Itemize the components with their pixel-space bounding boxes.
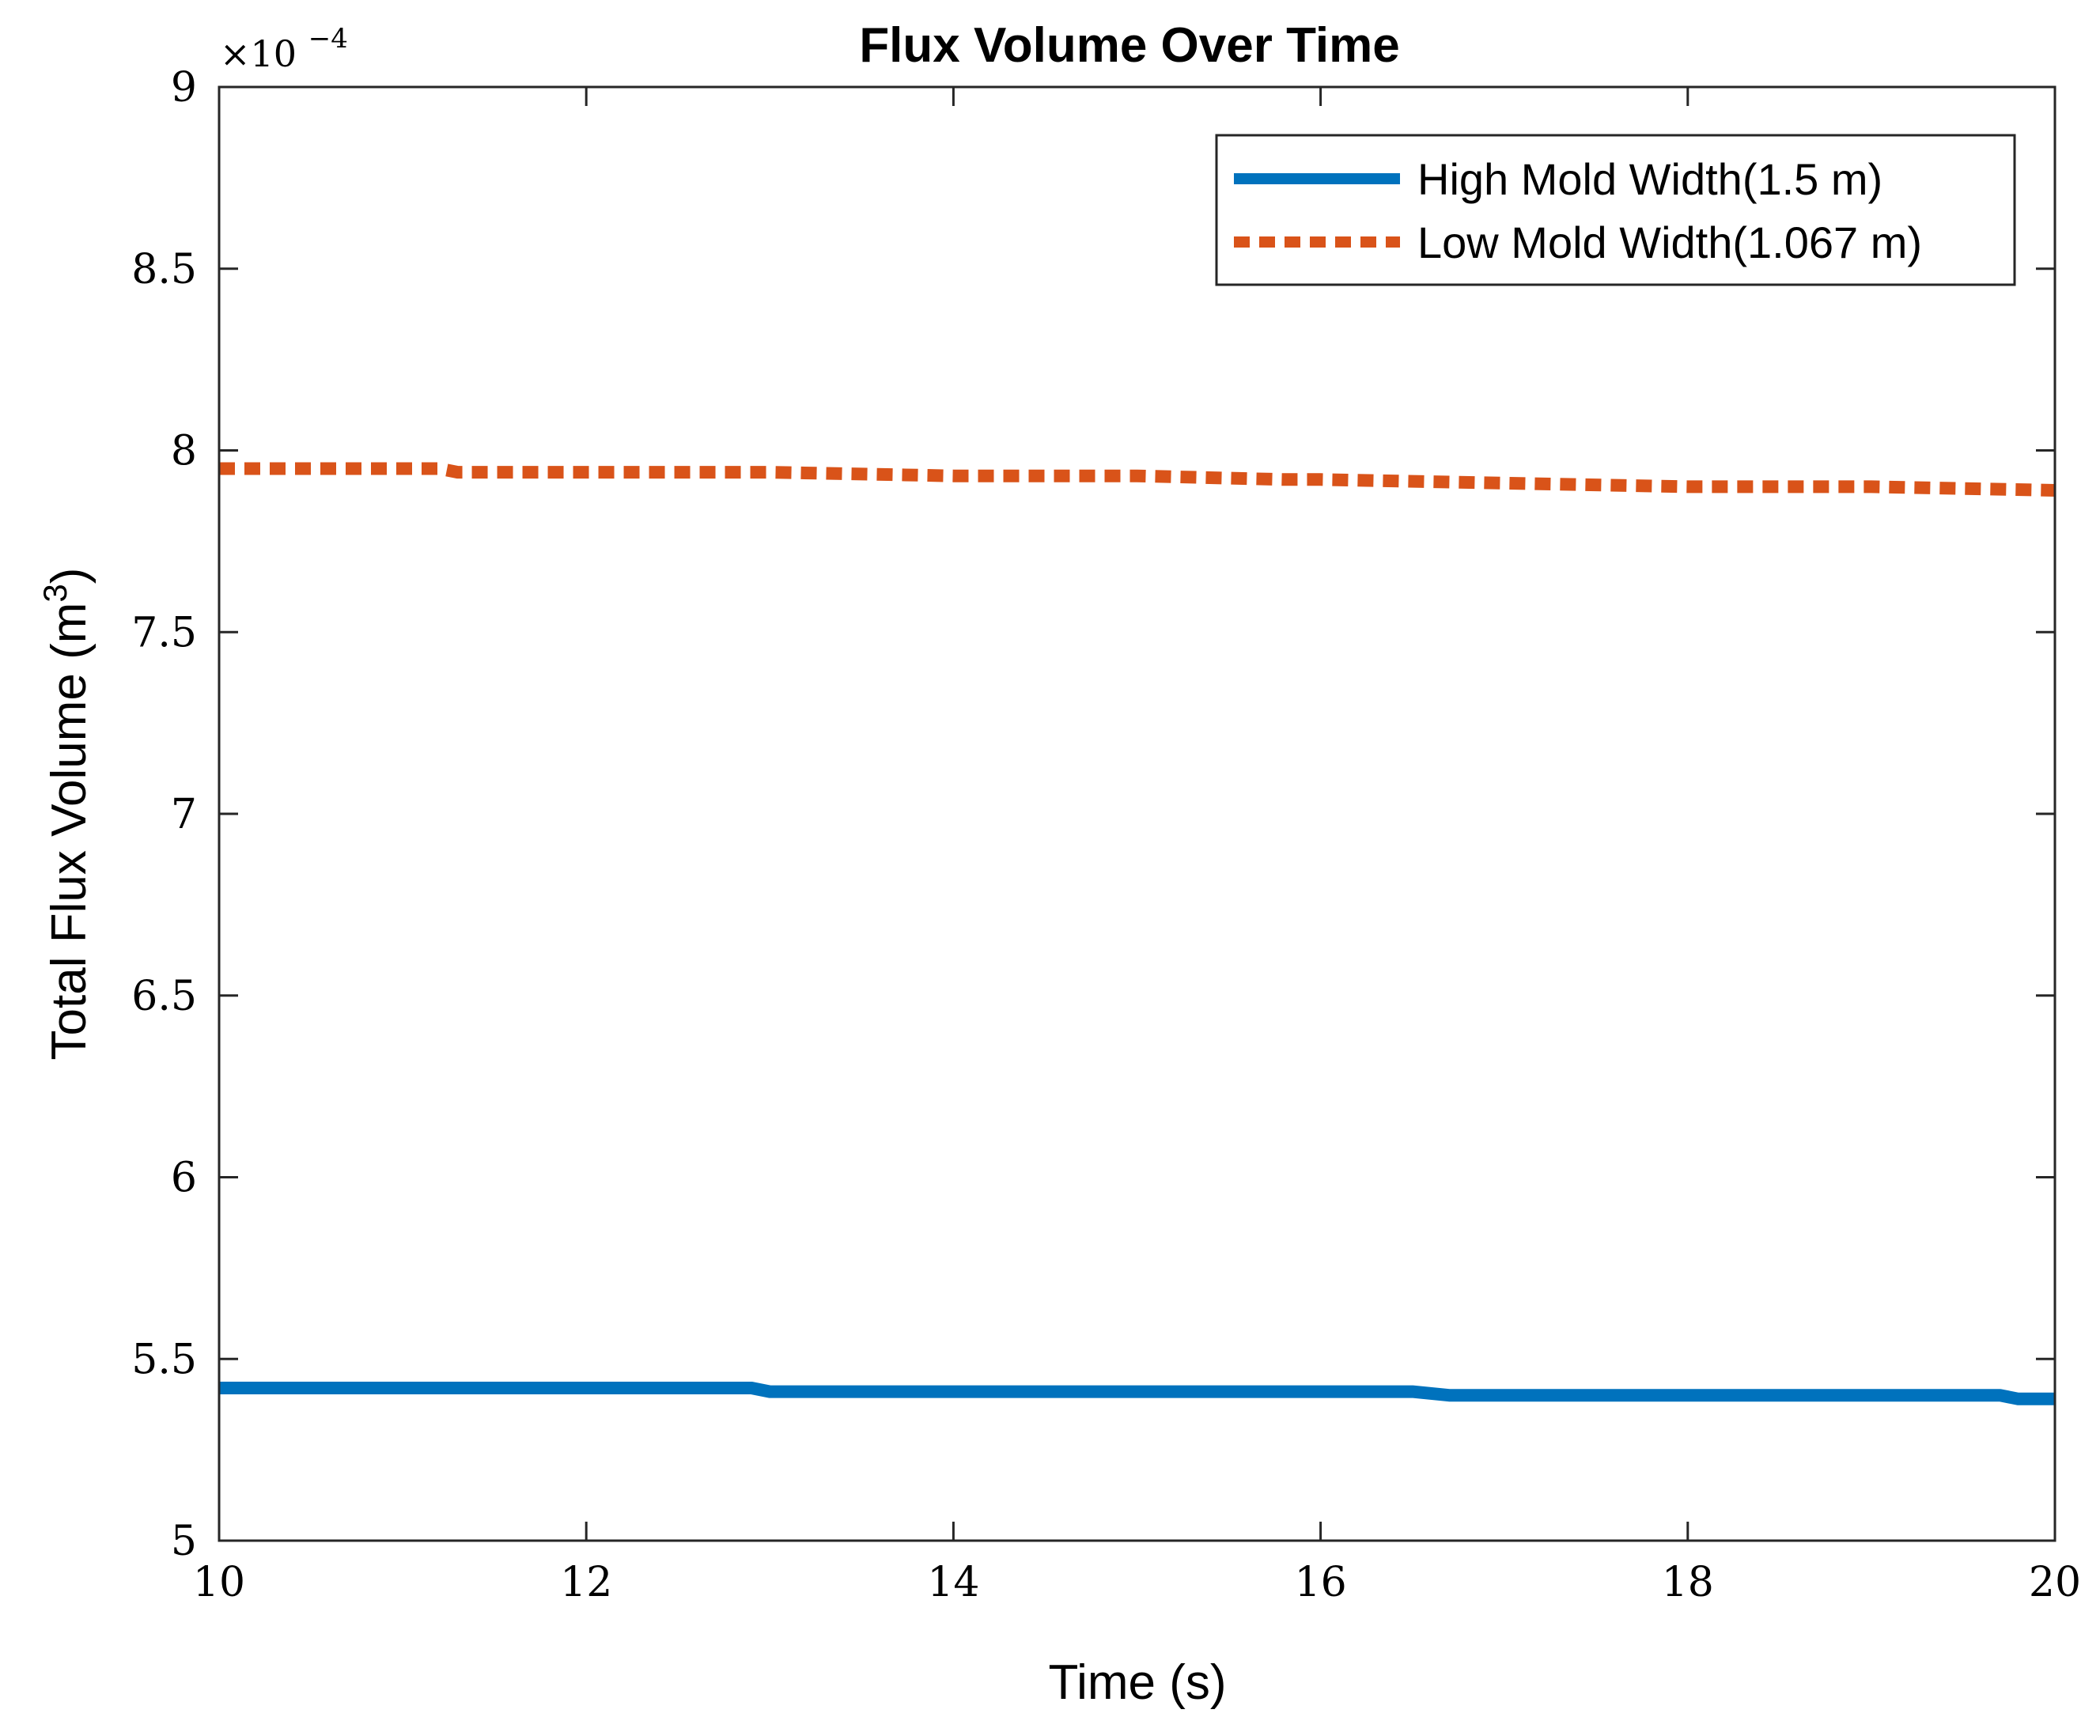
y-tick-label: 7 — [171, 791, 197, 838]
y-axis-label-suffix: ) — [42, 568, 96, 584]
y-tick-label: 5 — [171, 1518, 197, 1565]
chart-title: Flux Volume Over Time — [859, 18, 1399, 73]
legend: High Mold Width(1.5 m) Low Mold Width(1.… — [1215, 134, 2016, 286]
y-exponent-base: ×10 — [220, 32, 297, 75]
y-tick-label: 7.5 — [131, 609, 197, 656]
series-layer — [219, 462, 2056, 1405]
y-tick-label: 8 — [171, 428, 197, 475]
y-exponent-label: ×10 −4 — [220, 23, 348, 75]
y-tick-label: 6.5 — [131, 973, 197, 1020]
y-tick-label: 8.5 — [131, 246, 197, 293]
x-axis-label: Time (s) — [1049, 1655, 1227, 1710]
series-line-low-mold-width — [219, 462, 2056, 497]
axes-box — [218, 85, 2056, 1542]
series-line-high-mold-width — [219, 1382, 2055, 1405]
y-axis-label-main: Total Flux Volume (m — [42, 603, 96, 1061]
x-tick-label: 20 — [2029, 1559, 2081, 1606]
y-tick-label: 6 — [171, 1155, 197, 1202]
x-tick-label: 14 — [927, 1559, 979, 1606]
x-tick-label: 18 — [1662, 1559, 1714, 1606]
legend-label-low: Low Mold Width(1.067 m) — [1417, 217, 1922, 267]
x-tick-label: 16 — [1295, 1559, 1347, 1606]
legend-box — [1215, 134, 2016, 286]
y-tick-label: 5.5 — [131, 1336, 197, 1383]
x-tick-label: 10 — [193, 1559, 245, 1606]
y-exponent-power: −4 — [308, 23, 348, 55]
x-tick-label: 12 — [560, 1559, 612, 1606]
ticks-layer: 10 12 14 16 18 20 5 5.5 6 6.5 7 7.5 8 8.5 9 — [131, 64, 2081, 1606]
y-axis-label: Total Flux Volume (m3) — [36, 568, 96, 1061]
y-axis-label-superscript: 3 — [36, 584, 74, 602]
y-tick-label: 9 — [171, 64, 197, 112]
legend-label-high: High Mold Width(1.5 m) — [1417, 154, 1882, 204]
